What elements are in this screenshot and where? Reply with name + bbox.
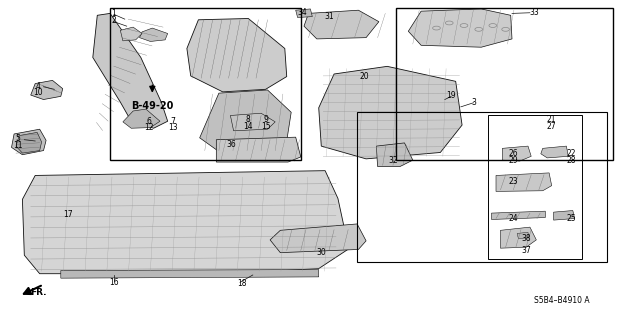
Polygon shape: [502, 146, 531, 161]
Polygon shape: [22, 171, 349, 274]
Text: 32: 32: [388, 156, 399, 165]
Polygon shape: [496, 173, 552, 191]
Polygon shape: [187, 19, 287, 92]
Text: 26: 26: [508, 149, 518, 158]
Polygon shape: [16, 132, 42, 153]
Text: 22: 22: [566, 149, 575, 158]
Polygon shape: [541, 146, 568, 158]
Text: 9: 9: [263, 115, 268, 124]
Text: 20: 20: [360, 72, 370, 81]
Text: 17: 17: [63, 210, 74, 219]
Text: 6: 6: [146, 117, 151, 126]
Text: 12: 12: [144, 123, 153, 132]
Text: 4: 4: [36, 82, 41, 91]
Text: 38: 38: [521, 234, 531, 243]
Bar: [488, 115, 582, 259]
Text: 11: 11: [13, 141, 22, 150]
Polygon shape: [31, 80, 63, 100]
Polygon shape: [296, 9, 312, 18]
Text: 8: 8: [246, 115, 251, 124]
Text: 10: 10: [33, 88, 44, 97]
Text: 3: 3: [471, 98, 476, 107]
Polygon shape: [140, 28, 168, 41]
Polygon shape: [517, 232, 529, 239]
Polygon shape: [319, 66, 462, 159]
Text: 2: 2: [111, 16, 116, 25]
Text: 14: 14: [243, 122, 253, 130]
Polygon shape: [61, 270, 319, 278]
Bar: [357, 112, 607, 262]
Bar: [110, 8, 301, 160]
Text: B-49-20: B-49-20: [131, 101, 173, 111]
Text: 27: 27: [547, 122, 557, 131]
Polygon shape: [304, 10, 379, 39]
Text: 7: 7: [170, 117, 175, 126]
Text: 16: 16: [109, 278, 119, 287]
Text: 37: 37: [521, 246, 531, 255]
Polygon shape: [123, 109, 160, 128]
Polygon shape: [408, 9, 512, 47]
Polygon shape: [554, 211, 575, 220]
Polygon shape: [200, 90, 291, 153]
Polygon shape: [500, 227, 536, 248]
Text: 18: 18: [237, 279, 246, 288]
Text: 33: 33: [529, 8, 540, 17]
Text: 25: 25: [566, 214, 576, 223]
Polygon shape: [492, 211, 545, 219]
Text: 29: 29: [508, 156, 518, 165]
Text: 28: 28: [566, 156, 575, 165]
Text: 23: 23: [508, 177, 518, 186]
Text: 30: 30: [316, 248, 326, 256]
Text: 1: 1: [111, 9, 116, 18]
Text: 34: 34: [297, 8, 307, 17]
Polygon shape: [376, 143, 413, 167]
Polygon shape: [270, 224, 366, 253]
Polygon shape: [12, 129, 46, 155]
Text: 21: 21: [547, 115, 556, 124]
Polygon shape: [120, 27, 142, 41]
Text: S5B4–B4910 A: S5B4–B4910 A: [534, 296, 589, 305]
Polygon shape: [93, 13, 168, 128]
Text: 36: 36: [227, 140, 237, 149]
Text: 24: 24: [508, 214, 518, 223]
Text: 5: 5: [15, 134, 20, 143]
Bar: [396, 8, 613, 160]
Polygon shape: [216, 137, 301, 162]
Text: 31: 31: [324, 12, 335, 21]
Text: 15: 15: [260, 122, 271, 130]
Polygon shape: [230, 113, 275, 131]
Text: 13: 13: [168, 123, 178, 132]
Text: FR.: FR.: [30, 288, 47, 297]
Text: 19: 19: [446, 91, 456, 100]
